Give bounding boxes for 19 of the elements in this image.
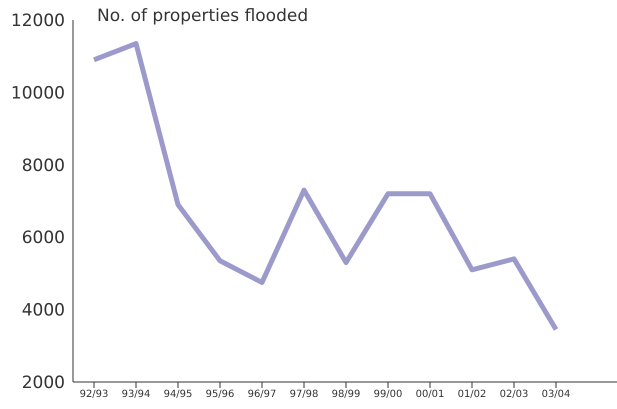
x-tick-label: 97/98 — [290, 389, 318, 400]
x-tick-label: 02/03 — [500, 389, 528, 400]
y-tick-label: 6000 — [22, 228, 65, 248]
x-tick-label: 95/96 — [206, 389, 234, 400]
x-tick-label: 92/93 — [80, 389, 108, 400]
x-tick-label: 93/94 — [122, 389, 150, 400]
x-tick-label: 96/97 — [248, 389, 276, 400]
y-tick-label: 8000 — [22, 156, 65, 176]
y-tick-label: 10000 — [10, 83, 65, 104]
x-tick-label: 00/01 — [416, 389, 444, 400]
y-tick-label: 2000 — [22, 373, 65, 394]
y-tick-label: 12000 — [10, 11, 65, 32]
x-tick-label: 03/04 — [542, 389, 570, 400]
y-axis-title: No. of properties flooded — [97, 6, 308, 26]
x-tick-label: 94/95 — [164, 389, 192, 400]
x-tick-label: 98/99 — [332, 389, 360, 400]
x-tick-label: 99/00 — [374, 389, 402, 400]
x-tick-label: 01/02 — [458, 389, 486, 400]
y-tick-label: 4000 — [22, 300, 65, 321]
